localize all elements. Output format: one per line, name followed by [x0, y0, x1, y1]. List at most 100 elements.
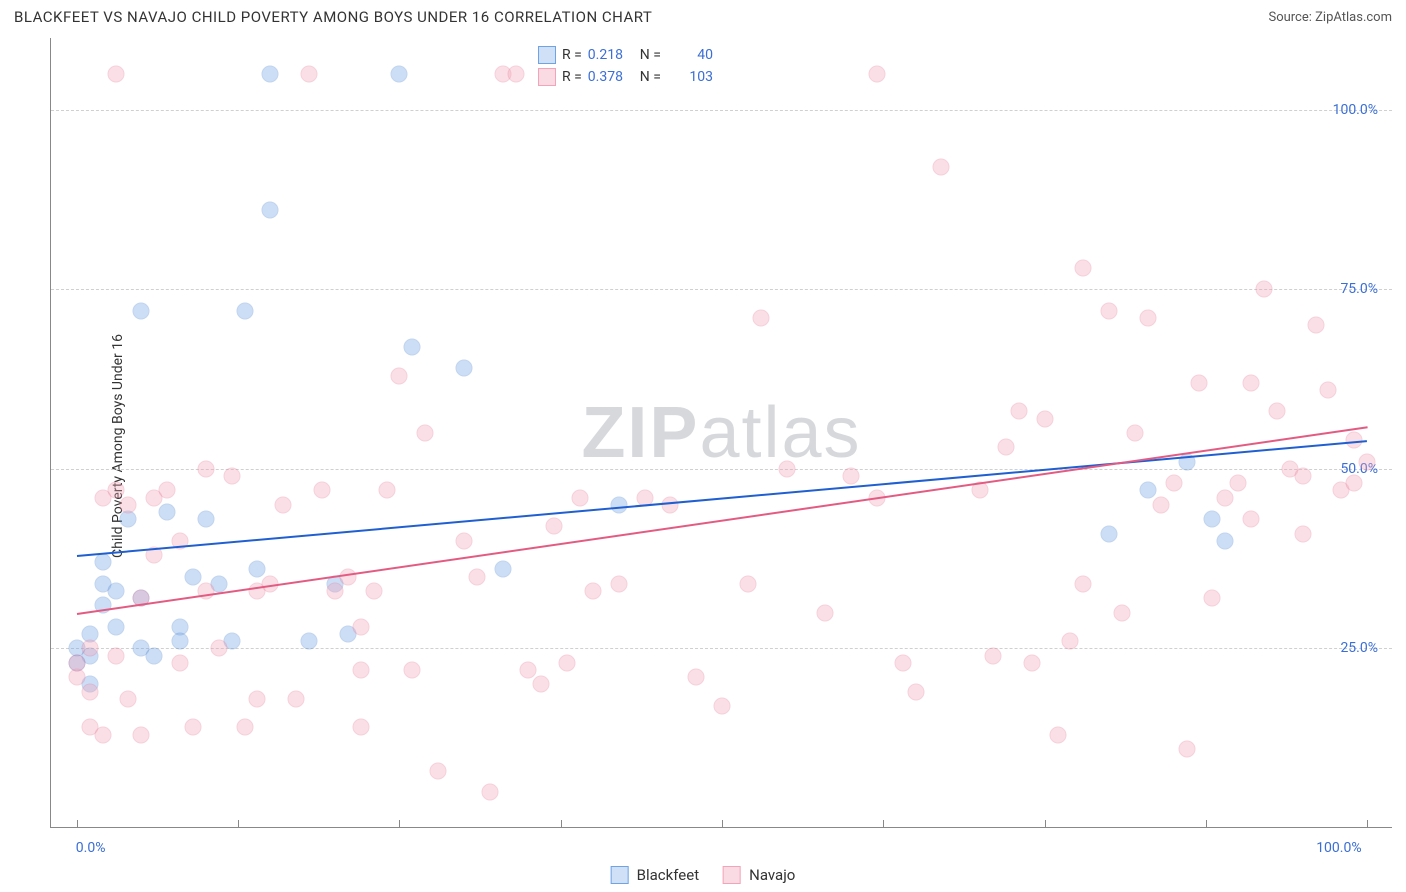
- x-tick-label: 0.0%: [76, 840, 106, 856]
- data-point: [236, 302, 253, 319]
- data-point: [1036, 410, 1053, 427]
- data-point: [1320, 381, 1337, 398]
- data-point: [81, 683, 98, 700]
- data-point: [1204, 590, 1221, 607]
- watermark: ZIPatlas: [581, 392, 861, 474]
- x-tick: [561, 820, 562, 828]
- data-point: [997, 439, 1014, 456]
- data-point: [468, 568, 485, 585]
- data-point: [404, 338, 421, 355]
- legend-label: Blackfeet: [637, 866, 699, 884]
- data-point: [1075, 259, 1092, 276]
- data-point: [223, 468, 240, 485]
- r-value: 0.378: [588, 66, 634, 88]
- data-point: [1243, 511, 1260, 528]
- data-point: [1307, 317, 1324, 334]
- data-point: [197, 460, 214, 477]
- data-point: [1165, 475, 1182, 492]
- data-point: [714, 697, 731, 714]
- chart-header: BLACKFEET VS NAVAJO CHILD POVERTY AMONG …: [0, 0, 1406, 30]
- data-point: [778, 460, 795, 477]
- data-point: [275, 496, 292, 513]
- gridline: [51, 110, 1392, 111]
- data-point: [68, 654, 85, 671]
- data-point: [184, 719, 201, 736]
- data-point: [107, 65, 124, 82]
- data-point: [1217, 532, 1234, 549]
- data-point: [984, 647, 1001, 664]
- data-point: [752, 310, 769, 327]
- x-tick: [238, 820, 239, 828]
- n-label: N =: [640, 44, 661, 66]
- legend-stats: R =0.218N =40R =0.378N =103: [530, 40, 721, 92]
- data-point: [94, 554, 111, 571]
- data-point: [481, 784, 498, 801]
- data-point: [120, 496, 137, 513]
- data-point: [817, 604, 834, 621]
- x-tick-label: 100.0%: [1316, 840, 1361, 856]
- r-label: R =: [562, 66, 582, 88]
- data-point: [507, 65, 524, 82]
- data-point: [1062, 633, 1079, 650]
- data-point: [1010, 403, 1027, 420]
- data-point: [301, 633, 318, 650]
- data-point: [352, 662, 369, 679]
- data-point: [1191, 374, 1208, 391]
- data-point: [210, 640, 227, 657]
- legend-label: Navajo: [749, 866, 795, 884]
- data-point: [262, 202, 279, 219]
- data-point: [313, 482, 330, 499]
- data-point: [843, 468, 860, 485]
- data-point: [1139, 310, 1156, 327]
- legend-item: Navajo: [723, 866, 795, 884]
- data-point: [81, 640, 98, 657]
- data-point: [559, 654, 576, 671]
- legend-swatch: [611, 866, 629, 884]
- data-point: [610, 496, 627, 513]
- watermark-rest: atlas: [699, 393, 861, 473]
- data-point: [662, 496, 679, 513]
- data-point: [455, 532, 472, 549]
- legend-item: Blackfeet: [611, 866, 699, 884]
- data-point: [688, 669, 705, 686]
- n-value: 103: [667, 66, 713, 88]
- r-label: R =: [562, 44, 582, 66]
- data-point: [1049, 726, 1066, 743]
- data-point: [197, 511, 214, 528]
- data-point: [172, 633, 189, 650]
- legend-stat-row: R =0.378N =103: [538, 66, 713, 88]
- legend-swatch: [723, 866, 741, 884]
- data-point: [1126, 425, 1143, 442]
- source-prefix: Source:: [1268, 10, 1315, 25]
- source-attribution: Source: ZipAtlas.com: [1268, 10, 1392, 25]
- data-point: [133, 726, 150, 743]
- data-point: [352, 618, 369, 635]
- data-point: [1204, 511, 1221, 528]
- data-point: [107, 647, 124, 664]
- data-point: [1217, 489, 1234, 506]
- data-point: [249, 690, 266, 707]
- data-point: [391, 65, 408, 82]
- r-value: 0.218: [588, 44, 634, 66]
- data-point: [1139, 482, 1156, 499]
- gridline: [51, 469, 1392, 470]
- data-point: [1101, 302, 1118, 319]
- data-point: [1230, 475, 1247, 492]
- legend-swatch: [538, 68, 556, 86]
- data-point: [520, 662, 537, 679]
- data-point: [1075, 575, 1092, 592]
- data-point: [739, 575, 756, 592]
- data-point: [404, 662, 421, 679]
- x-tick: [77, 820, 78, 828]
- data-point: [417, 425, 434, 442]
- data-point: [455, 360, 472, 377]
- gridline: [51, 289, 1392, 290]
- y-tick-label: 75.0%: [1340, 281, 1378, 297]
- trend-line: [77, 440, 1368, 557]
- legend-swatch: [538, 46, 556, 64]
- legend-stat-row: R =0.218N =40: [538, 44, 713, 66]
- watermark-bold: ZIP: [581, 393, 699, 473]
- data-point: [1359, 453, 1376, 470]
- source-name: ZipAtlas.com: [1315, 10, 1392, 25]
- data-point: [430, 762, 447, 779]
